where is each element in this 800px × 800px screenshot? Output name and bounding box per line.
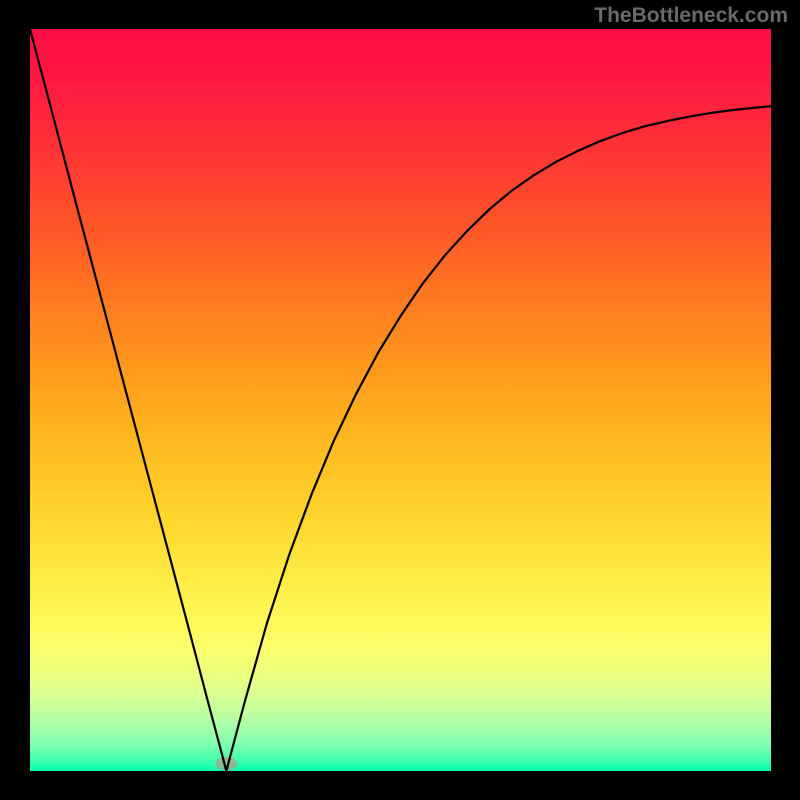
curve-layer: [30, 29, 771, 771]
chart-root: TheBottleneck.com: [0, 0, 800, 800]
watermark-label: TheBottleneck.com: [594, 4, 788, 28]
plot-area: [30, 29, 771, 771]
bottleneck-curve: [30, 29, 771, 771]
